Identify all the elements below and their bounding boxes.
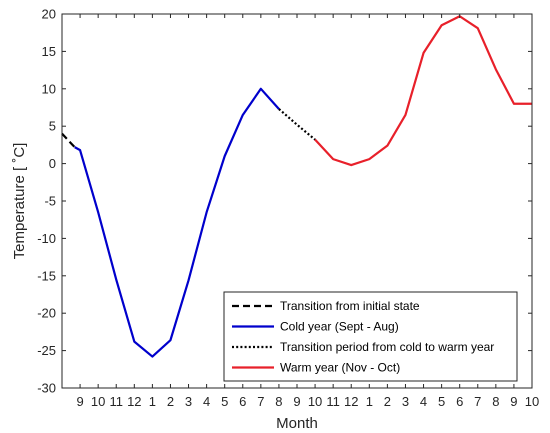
x-tick-label: 11 [109,394,123,409]
x-tick-label: 2 [167,394,174,409]
legend-entry-2: Cold year (Sept - Aug) [280,320,399,334]
x-tick-label: 9 [510,394,517,409]
x-tick-label: 7 [257,394,264,409]
x-tick-label: 6 [456,394,463,409]
x-tick-label: 5 [438,394,445,409]
y-tick-label: 15 [42,44,56,59]
x-tick-label: 4 [420,394,427,409]
y-tick-label: 5 [49,119,56,134]
x-tick-label: 8 [492,394,499,409]
x-tick-label: 10 [308,394,322,409]
x-tick-label: 3 [185,394,192,409]
legend: Transition from initial state Cold year (… [223,291,518,382]
x-tick-label: 12 [127,394,141,409]
legend-entry-4: Warm year (Nov - Oct) [280,361,400,375]
y-tick-label: -25 [37,343,56,358]
y-tick-label: 10 [42,81,56,96]
y-axis-label: Temperature [ ˚C] [11,143,28,260]
series-line-4 [314,15,532,167]
x-tick-label: 8 [275,394,282,409]
plot-lines [61,15,532,358]
x-tick-label: 4 [203,394,210,409]
y-tick-label: -20 [37,306,56,321]
x-tick-label: 3 [402,394,409,409]
series-line-1 [61,132,76,148]
x-tick-label: 11 [326,394,340,409]
legend-box [223,291,518,382]
y-tick-label: -15 [37,268,56,283]
x-tick-label: 7 [474,394,481,409]
x-tick-label: 10 [91,394,105,409]
x-tick-label: 2 [384,394,391,409]
y-tick-label: -5 [44,194,56,209]
x-tick-label: 1 [366,394,373,409]
y-tick-label: 0 [49,156,56,171]
legend-entry-1: Transition from initial state [280,299,420,313]
x-tick-label: 1 [149,394,156,409]
x-tick-label: 9 [76,394,83,409]
y-axis-ticks: -30 -25 -20 -15 -10 -5 0 5 10 15 20 [37,7,532,396]
x-axis-ticks: 9 10 11 12 1 2 3 4 5 6 7 8 9 10 11 12 1 2 3 4 5 6 7 8 9 10 [76,14,539,409]
series-line-3 [278,108,316,141]
x-tick-label: 5 [221,394,228,409]
x-tick-label: 6 [239,394,246,409]
legend-entry-3: Transition period from cold to warm year [280,340,494,354]
y-tick-label: -30 [37,381,56,396]
x-axis-label: Month [276,415,318,432]
y-tick-label: 20 [42,7,56,22]
series-line-2 [74,87,280,358]
y-tick-label: -10 [37,231,56,246]
x-tick-label: 10 [525,394,539,409]
x-tick-label: 9 [293,394,300,409]
x-tick-label: 12 [344,394,358,409]
